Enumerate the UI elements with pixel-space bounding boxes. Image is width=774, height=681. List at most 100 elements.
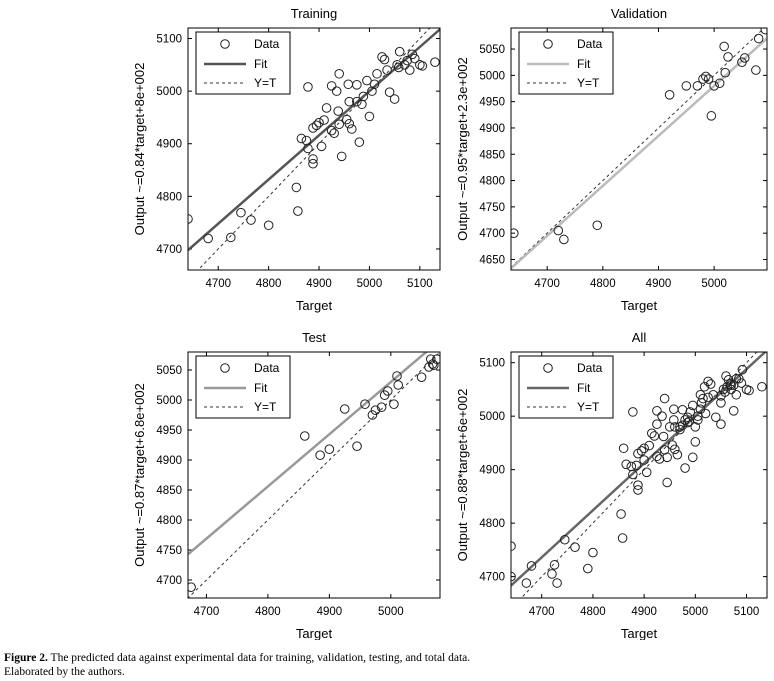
test-panel: Test Target Output ~=0.87*target+6.8e+002 4…: [132, 330, 441, 640]
validation-y-tick-label: 4700: [479, 228, 505, 240]
training-data-point: [369, 79, 380, 90]
training-data-point: [329, 128, 339, 139]
training-x-axis-label: Target: [296, 298, 333, 313]
training-data-point: [372, 68, 382, 79]
test-data-point: [429, 360, 439, 371]
all-data-point: [685, 407, 696, 417]
all-data-point: [649, 431, 660, 441]
validation-x-axis-label: Target: [621, 298, 658, 313]
all-axes-frame: [510, 351, 768, 599]
training-y-tick-label: 5000: [156, 86, 182, 98]
all-legend: Data Fit Y=T: [518, 355, 614, 419]
validation-data-point: [681, 81, 692, 91]
all-data-point: [662, 452, 672, 463]
test-data-point: [339, 404, 350, 414]
training-data-point: [367, 86, 377, 96]
all-title: All: [632, 330, 647, 345]
training-data-point: [308, 154, 318, 164]
training-data-point: [291, 182, 302, 193]
training-data-point: [246, 215, 256, 225]
all-x-axis-label: Target: [621, 626, 658, 640]
training-title: Training: [291, 6, 337, 21]
validation-legend-yt-label: Y=T: [577, 76, 600, 90]
training-data-point: [293, 206, 303, 216]
validation-x-tick-label: 4900: [646, 278, 672, 290]
all-data-point: [682, 417, 693, 428]
all-data-point: [583, 563, 593, 574]
all-data-point: [703, 376, 713, 387]
training-data-point: [303, 82, 313, 92]
test-x-axis-label: Target: [296, 626, 333, 640]
test-data-point: [432, 354, 440, 364]
training-data-point: [344, 118, 355, 129]
all-x-tick-label: 5000: [683, 606, 709, 618]
training-x-tick-label: 5100: [407, 278, 433, 290]
all-data-point: [720, 387, 730, 397]
all-legend-fit-label: Fit: [577, 381, 591, 395]
all-data-point: [559, 534, 570, 545]
validation-data-point: [723, 52, 733, 62]
training-legend-data-marker: [220, 39, 230, 49]
all-data-point: [641, 467, 652, 478]
training-y-axis-label: Output ~=0.84*target+8e+002: [132, 63, 147, 236]
validation-data-point: [692, 81, 703, 91]
training-data-point: [296, 133, 307, 144]
all-x-tick-label: 4900: [631, 606, 657, 618]
all-data-point: [633, 485, 643, 495]
training-data-point: [314, 117, 324, 128]
all-yt-line: [520, 352, 758, 598]
all-x-tick-label: 5100: [734, 606, 760, 618]
training-legend: Data Fit Y=T: [195, 31, 291, 95]
training-data-point: [236, 207, 246, 218]
all-data-point: [616, 509, 626, 519]
training-data-point: [382, 65, 392, 75]
training-data-point: [333, 106, 343, 116]
training-x-tick-label: 4900: [306, 278, 332, 290]
all-data-point: [703, 392, 713, 403]
test-data-point: [382, 386, 393, 396]
test-y-tick-label: 4950: [156, 425, 182, 437]
all-data-point: [639, 443, 649, 454]
test-data-point: [389, 399, 399, 410]
validation-data-point: [664, 90, 675, 100]
validation-y-tick-label: 5050: [479, 44, 505, 56]
test-data-point: [376, 402, 387, 413]
validation-y-tick-label: 4850: [479, 149, 505, 161]
validation-title: Validation: [611, 6, 667, 21]
validation-yt-line: [511, 28, 765, 269]
training-data-point: [301, 135, 312, 146]
all-data-point: [628, 407, 638, 417]
test-legend: Data Fit Y=T: [195, 355, 291, 419]
all-data-point: [549, 560, 560, 570]
all-data-point: [687, 452, 698, 463]
training-data-point: [358, 91, 369, 102]
validation-data-point: [720, 67, 731, 78]
all-data-point: [744, 385, 754, 396]
test-data-point: [324, 444, 335, 455]
training-data-point: [326, 81, 337, 91]
all-data-point: [652, 406, 662, 416]
all-data-point: [652, 451, 662, 462]
training-data-point: [308, 123, 318, 133]
all-data-point: [705, 379, 716, 389]
all-data-point: [588, 547, 598, 558]
test-data-point: [393, 380, 404, 390]
validation-data-point: [698, 74, 708, 84]
all-data-point: [633, 480, 643, 490]
all-y-tick-label: 4900: [479, 465, 505, 477]
all-data-point: [696, 398, 707, 408]
test-x-tick-label: 5000: [378, 606, 404, 618]
all-y-tick-label: 5100: [479, 358, 505, 370]
training-data-point: [321, 103, 332, 113]
training-data-point: [263, 220, 274, 231]
training-data-point: [364, 111, 375, 122]
test-data-point: [425, 354, 436, 365]
all-data-point: [658, 431, 669, 442]
test-y-tick-label: 5050: [156, 365, 182, 377]
training-data-point: [334, 119, 345, 130]
training-axes-frame: [187, 27, 441, 271]
validation-data-point: [511, 228, 519, 238]
training-fit-line: [188, 28, 440, 252]
all-x-tick-label: 4700: [529, 606, 555, 618]
validation-data-point: [592, 220, 603, 231]
